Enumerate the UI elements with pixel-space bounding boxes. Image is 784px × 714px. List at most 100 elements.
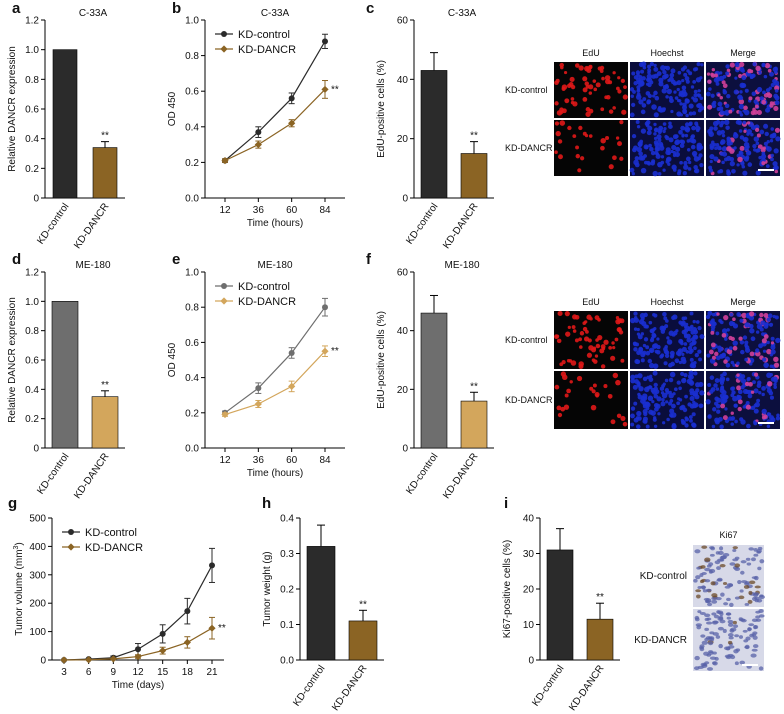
micrograph-i-cell bbox=[704, 613, 711, 618]
chart-b-data-point bbox=[255, 129, 262, 136]
micrograph-f-cell bbox=[646, 386, 650, 390]
micrograph-c-cell bbox=[763, 141, 769, 146]
micrograph-c-cell bbox=[696, 62, 701, 67]
micrograph-i-cell bbox=[722, 628, 727, 634]
micrograph-f-cell bbox=[664, 324, 669, 329]
micrograph-f-cell bbox=[739, 318, 744, 323]
micrograph-f-cell bbox=[766, 372, 772, 379]
micrograph-f-cell bbox=[693, 346, 697, 351]
micrograph-f-cell bbox=[766, 412, 771, 416]
chart-a-y-tick-label: 0.6 bbox=[25, 105, 39, 116]
micrograph-f-cell bbox=[759, 312, 764, 318]
chart-i-y-tick-label: 30 bbox=[523, 549, 535, 560]
micrograph-c-cell bbox=[697, 89, 701, 93]
micrograph-c-cell bbox=[747, 162, 753, 167]
micrograph-c-cell bbox=[774, 85, 780, 91]
micrograph-c-cell bbox=[694, 67, 699, 71]
micrograph-c-cell bbox=[715, 82, 720, 86]
micrograph-c-cell bbox=[678, 129, 683, 135]
micrograph-f-cell bbox=[677, 349, 682, 353]
micrograph-c-cell bbox=[719, 110, 725, 116]
micrograph-c-cell bbox=[646, 99, 652, 104]
micrograph-c-cell bbox=[653, 63, 657, 68]
micrograph-i-cell bbox=[711, 612, 717, 616]
micrograph-f-cell bbox=[756, 323, 763, 330]
micrograph-c-cell bbox=[559, 120, 566, 126]
micrograph-i-cell bbox=[707, 602, 713, 607]
micrograph-c-cell bbox=[554, 121, 560, 126]
micrograph-f-cell bbox=[729, 312, 734, 317]
micrograph-i-cell bbox=[745, 557, 751, 561]
micrograph-f-cell bbox=[736, 385, 742, 391]
panel-letter-a: a bbox=[12, 0, 21, 17]
micrograph-c-cell bbox=[762, 146, 766, 150]
micrograph-f-cell bbox=[737, 375, 743, 381]
micrograph-f-cell bbox=[712, 321, 717, 327]
micrograph-i-cell bbox=[710, 581, 716, 586]
micrograph-i-cell bbox=[744, 644, 750, 650]
micrograph-f-cell bbox=[753, 421, 758, 426]
micrograph-c-cell bbox=[682, 65, 688, 70]
micrograph-c-cell bbox=[765, 164, 770, 169]
micrograph-f-cell bbox=[697, 349, 702, 354]
micrograph-i-cell bbox=[732, 558, 739, 562]
micrograph-f-cell bbox=[745, 404, 751, 410]
micrograph-f-cell bbox=[723, 359, 728, 364]
micrograph-f-cell bbox=[652, 363, 659, 369]
micrograph-f-cell bbox=[688, 374, 694, 380]
micrograph-c-cell bbox=[679, 160, 683, 165]
micrograph-c-cell bbox=[741, 164, 746, 169]
micrograph-c-cell bbox=[734, 76, 738, 80]
micrograph-i-cell bbox=[697, 585, 702, 590]
micrograph-f-cell bbox=[732, 345, 738, 351]
micrograph-f-cell bbox=[632, 384, 638, 390]
micrograph-f-cell bbox=[672, 392, 676, 396]
micrograph-f-cell bbox=[554, 334, 559, 340]
micrograph-f-cell bbox=[680, 418, 685, 423]
micrograph-c-cell bbox=[588, 84, 594, 90]
micrograph-c-cells bbox=[629, 120, 704, 177]
micrograph-f-cell bbox=[600, 344, 606, 349]
chart-e-legend-marker bbox=[221, 283, 227, 289]
micrograph-c-cell bbox=[713, 126, 718, 131]
micrograph-c-cell bbox=[654, 128, 658, 133]
chart-e-legend-label: KD-control bbox=[238, 281, 290, 293]
micrograph-f-cell bbox=[763, 312, 769, 318]
chart-e-series-line bbox=[224, 306, 326, 414]
micrograph-c-cell bbox=[722, 88, 726, 93]
micrograph-f-cell bbox=[579, 331, 585, 336]
micrograph-f-cell bbox=[692, 392, 698, 397]
micrograph-c-cell bbox=[764, 62, 771, 69]
micrograph-f-cell bbox=[612, 372, 619, 379]
micrograph-f-cell bbox=[756, 398, 761, 403]
micrograph-c-cell bbox=[644, 160, 648, 165]
micrograph-i-cell bbox=[709, 546, 715, 550]
micrograph-f-cell bbox=[730, 411, 734, 415]
micrograph-f-cell bbox=[630, 406, 636, 411]
micrograph-c-cell bbox=[668, 121, 672, 126]
micrograph-c-cell bbox=[753, 136, 760, 142]
micrograph-c-cell bbox=[637, 142, 643, 148]
micrograph-c-cell bbox=[733, 132, 737, 136]
micrograph-i-cell bbox=[697, 610, 702, 614]
micrograph-i-cell bbox=[724, 585, 731, 589]
micrograph-f-cell bbox=[665, 400, 669, 404]
micrograph-c-cell bbox=[713, 156, 719, 162]
micrograph-i-cell bbox=[748, 623, 755, 627]
micrograph-c-cell bbox=[721, 146, 728, 152]
micrograph-c-cell bbox=[582, 76, 588, 82]
micrograph-f-cell bbox=[595, 343, 601, 349]
micrograph-c-cell bbox=[674, 151, 681, 158]
chart-g-legend-label: KD-control bbox=[85, 527, 137, 539]
chart-b-y-tick-label: 0.0 bbox=[185, 194, 199, 205]
micrograph-f-cell bbox=[572, 329, 577, 333]
micrograph-c-cell bbox=[650, 150, 656, 156]
micrograph-c-cell bbox=[684, 76, 690, 81]
micrograph-c-cell bbox=[696, 128, 700, 133]
micrograph-f-cell bbox=[775, 337, 781, 344]
micrograph-c-cell bbox=[753, 148, 757, 152]
micrograph-f-cell bbox=[664, 319, 669, 323]
micrograph-c-cell bbox=[722, 83, 728, 89]
micrograph-c-cell bbox=[657, 172, 662, 176]
micrograph-f-cell bbox=[670, 361, 675, 367]
